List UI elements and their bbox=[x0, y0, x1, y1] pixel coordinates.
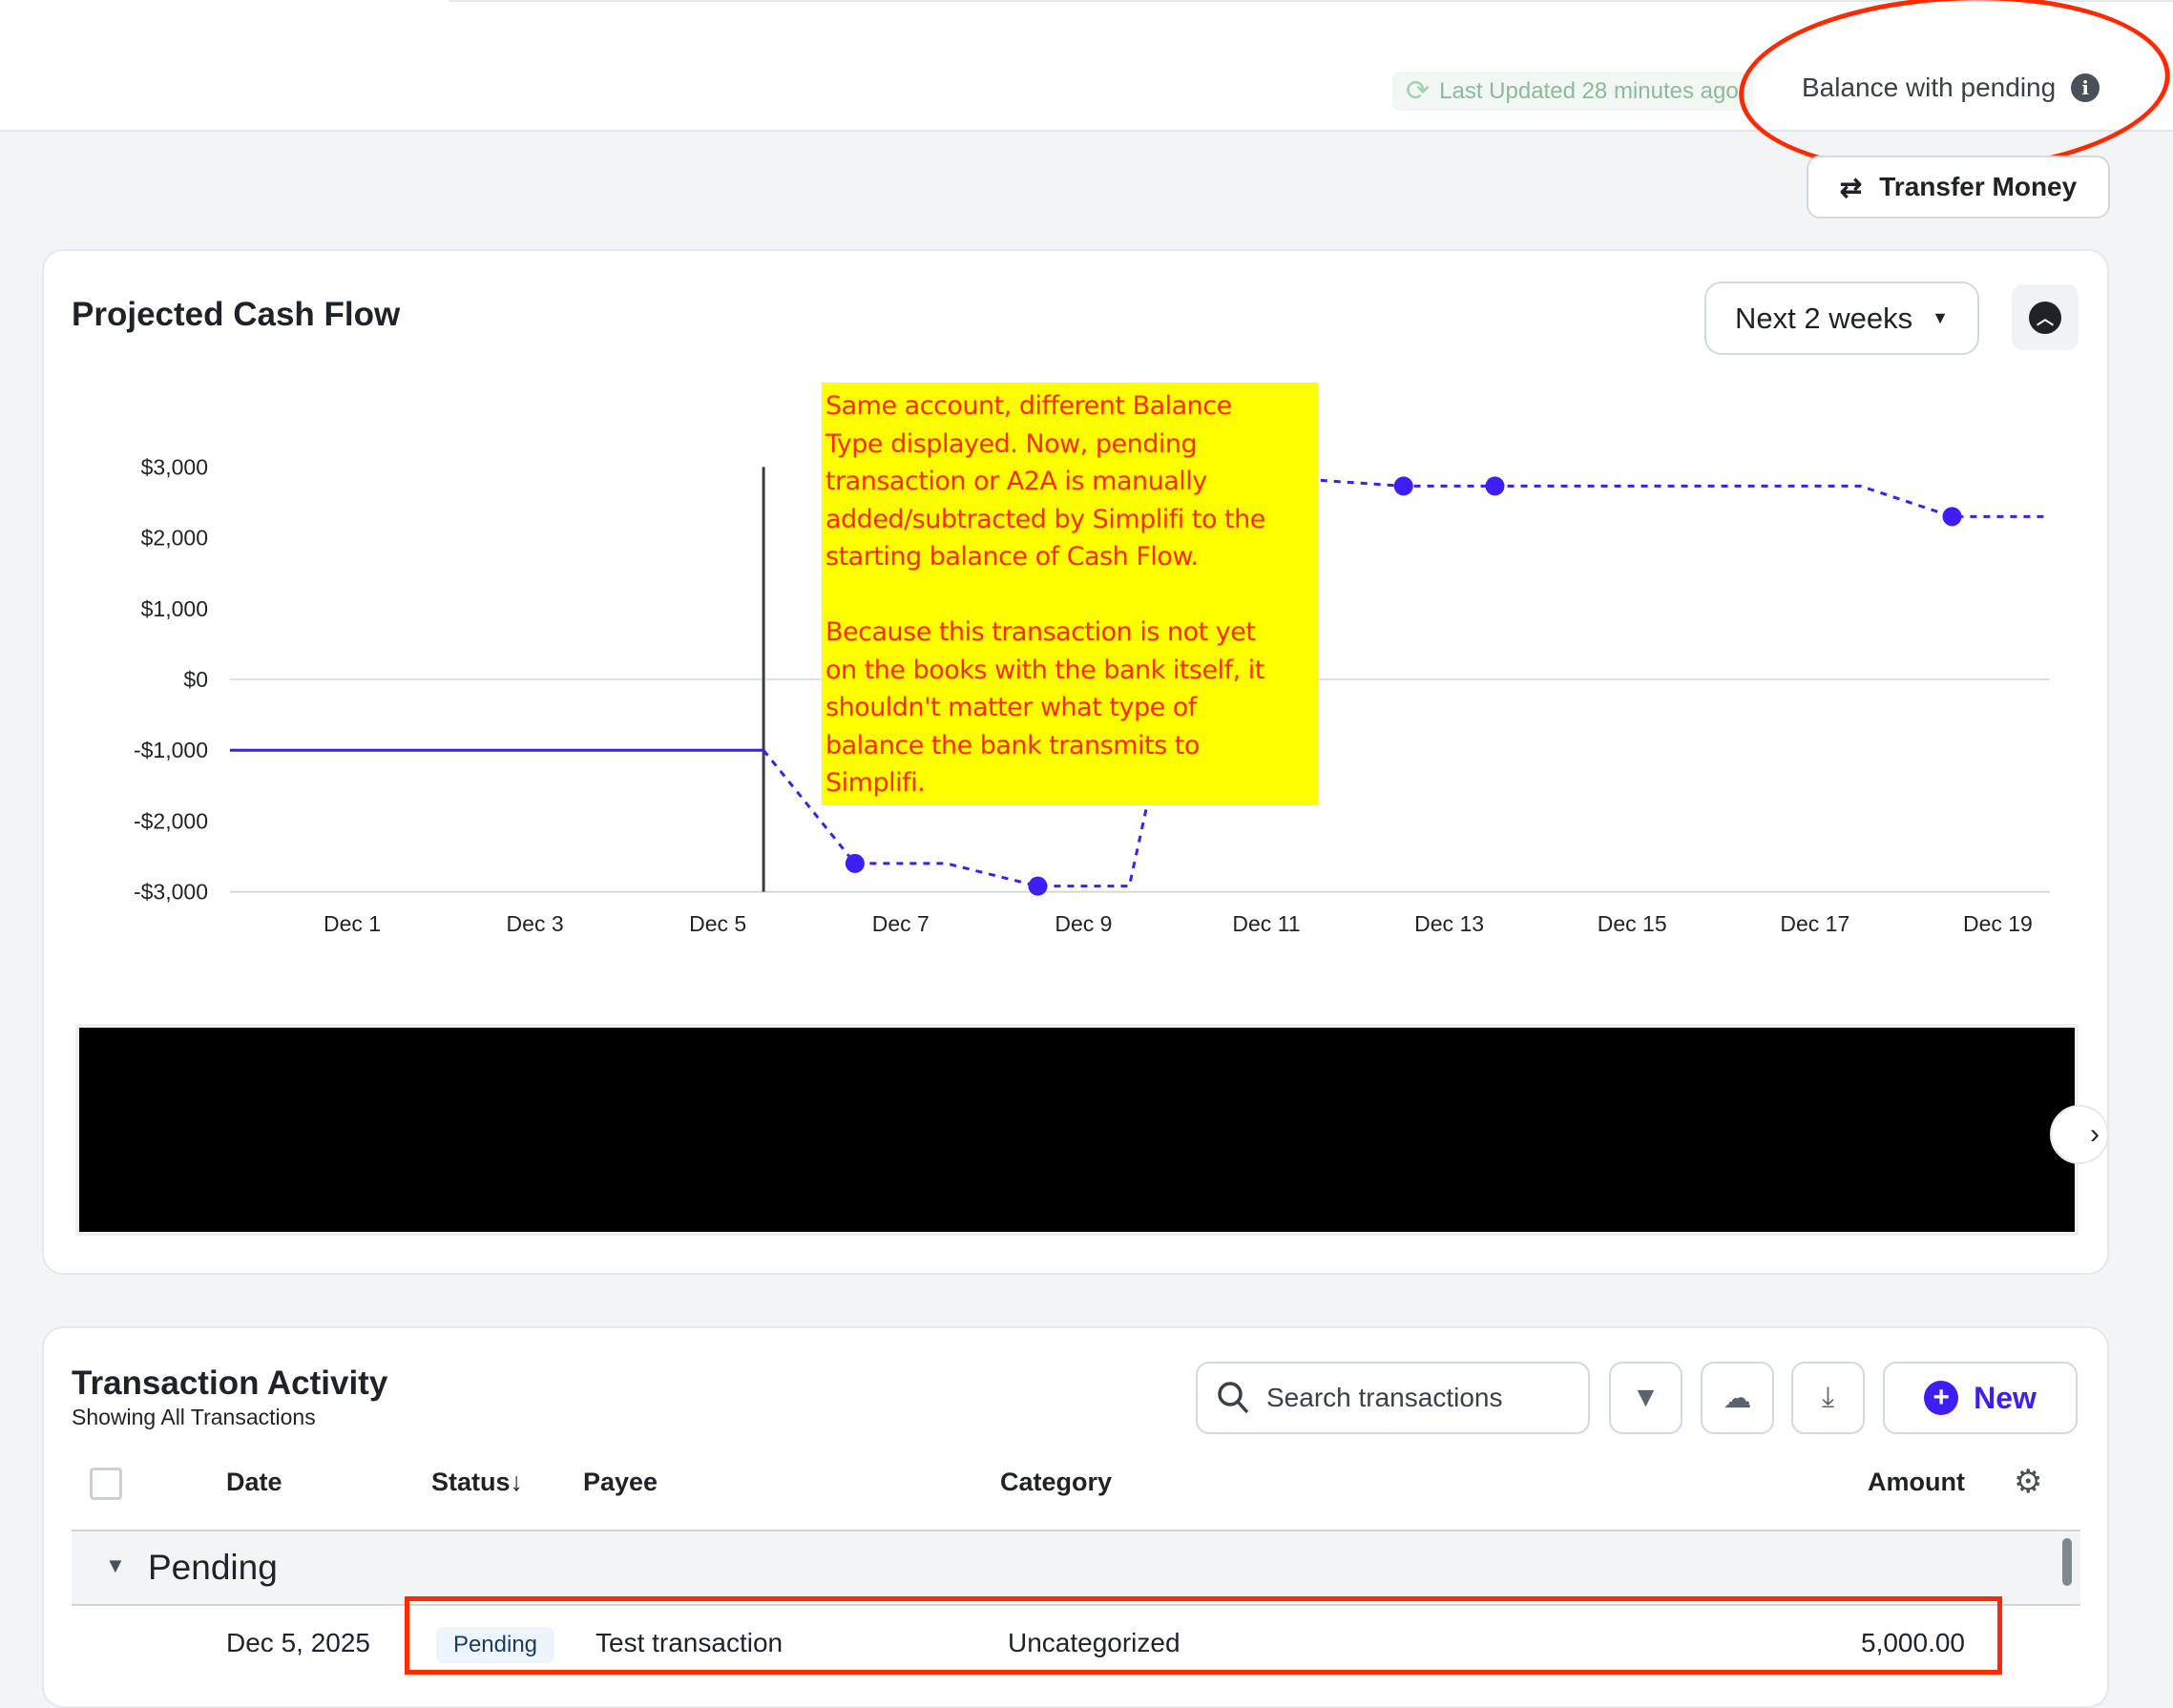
x-tick-label: Dec 13 bbox=[1414, 911, 1484, 936]
x-tick-label: Dec 1 bbox=[324, 911, 381, 936]
gear-icon[interactable]: ⚙ bbox=[2014, 1464, 2043, 1500]
upload-button[interactable]: ☁ bbox=[1701, 1362, 1774, 1434]
y-tick-label: $2,000 bbox=[141, 526, 208, 551]
new-label: New bbox=[1974, 1380, 2037, 1415]
column-status[interactable]: Status↓ bbox=[431, 1468, 523, 1497]
annotation-line: Same account, different Balance bbox=[825, 391, 1232, 421]
x-tick-label: Dec 9 bbox=[1055, 911, 1112, 936]
cloud-upload-icon: ☁ bbox=[1723, 1382, 1752, 1414]
y-tick-label: -$1,000 bbox=[134, 738, 208, 762]
projected-point bbox=[1485, 476, 1505, 496]
search-input[interactable]: Search transactions bbox=[1196, 1362, 1590, 1434]
row-amount[interactable]: 5,000.00 bbox=[1861, 1628, 1965, 1657]
y-tick-label: -$2,000 bbox=[134, 808, 208, 833]
range-dropdown-label: Next 2 weeks bbox=[1735, 301, 1913, 335]
y-tick-label: $0 bbox=[183, 667, 208, 692]
annotation-line: shouldn't matter what type of bbox=[825, 693, 1197, 722]
divider bbox=[449, 0, 2173, 2]
caret-down-icon: ▼ bbox=[1932, 308, 1949, 327]
transactions-subtitle: Showing All Transactions bbox=[72, 1405, 316, 1429]
filter-button[interactable]: ▼ bbox=[1609, 1362, 1682, 1434]
projected-point bbox=[1028, 876, 1048, 896]
x-tick-label: Dec 11 bbox=[1232, 911, 1300, 936]
scrollbar-thumb[interactable] bbox=[2062, 1538, 2072, 1586]
annotation-line: added/subtracted by Simplifi to the bbox=[825, 504, 1265, 534]
group-row-pending[interactable] bbox=[72, 1530, 2080, 1606]
new-transaction-button[interactable]: + New bbox=[1883, 1362, 2078, 1434]
annotation-line: Type displayed. Now, pending bbox=[825, 428, 1198, 459]
search-placeholder: Search transactions bbox=[1266, 1383, 1503, 1412]
y-tick-label: $3,000 bbox=[141, 454, 208, 479]
row-category[interactable]: Uncategorized bbox=[1008, 1628, 1181, 1657]
last-updated-status[interactable]: ⟳ Last Updated 28 minutes ago bbox=[1392, 72, 1753, 111]
download-button[interactable]: ⤓ bbox=[1791, 1362, 1865, 1434]
transfer-money-button[interactable]: ⇄ Transfer Money bbox=[1807, 156, 2110, 219]
plus-icon: + bbox=[1924, 1381, 1959, 1415]
x-tick-label: Dec 3 bbox=[507, 911, 564, 936]
group-label: Pending bbox=[148, 1548, 278, 1587]
y-tick-label: -$3,000 bbox=[134, 880, 208, 905]
sort-arrow-icon: ↓ bbox=[510, 1468, 524, 1496]
column-status-label: Status bbox=[431, 1468, 511, 1496]
balance-type: Balance with pending i bbox=[1802, 73, 2100, 103]
cash-flow-title: Projected Cash Flow bbox=[72, 296, 401, 333]
annotation-line: Because this transaction is not yet bbox=[825, 617, 1256, 647]
x-tick-label: Dec 19 bbox=[1963, 911, 2033, 936]
transfer-money-label: Transfer Money bbox=[1879, 172, 2078, 201]
column-category[interactable]: Category bbox=[1000, 1468, 1113, 1496]
info-icon[interactable]: i bbox=[2071, 73, 2100, 102]
y-tick-label: $1,000 bbox=[141, 596, 208, 621]
balance-type-label: Balance with pending bbox=[1802, 73, 2057, 102]
column-amount[interactable]: Amount bbox=[1868, 1468, 1965, 1496]
refresh-icon[interactable]: ⟳ bbox=[1406, 75, 1431, 107]
column-date[interactable]: Date bbox=[226, 1468, 282, 1496]
cash-flow-chart: $3,000 $2,000 $1,000 $0 -$1,000 -$2,000 -$3,00… bbox=[134, 454, 2050, 936]
x-tick-label: Dec 5 bbox=[689, 911, 746, 936]
select-all-checkbox[interactable] bbox=[90, 1468, 122, 1500]
range-dropdown[interactable]: Next 2 weeks ▼ bbox=[1704, 281, 1979, 355]
x-tick-label: Dec 17 bbox=[1780, 911, 1849, 936]
row-date: Dec 5, 2025 bbox=[226, 1628, 370, 1657]
last-updated-text: Last Updated 28 minutes ago bbox=[1439, 77, 1739, 104]
collapse-button[interactable]: ︿ bbox=[2012, 284, 2079, 350]
x-tick-label: Dec 7 bbox=[872, 911, 930, 936]
annotation-line: on the books with the bank itself, it bbox=[825, 655, 1264, 685]
annotation-rectangle bbox=[405, 1596, 2002, 1675]
x-tick-label: Dec 15 bbox=[1598, 911, 1667, 936]
filter-icon: ▼ bbox=[1631, 1382, 1661, 1413]
redacted-region bbox=[75, 1024, 2079, 1236]
annotation-note: Same account, different Balance Type disp… bbox=[822, 383, 1318, 805]
projected-point bbox=[1942, 507, 1962, 527]
search-icon bbox=[1218, 1382, 1249, 1414]
annotation-line bbox=[825, 576, 1314, 614]
projected-point bbox=[845, 853, 865, 873]
projected-point bbox=[1393, 476, 1413, 496]
top-header bbox=[0, 0, 2173, 132]
annotation-line: Simplifi. bbox=[825, 768, 926, 798]
transfer-icon: ⇄ bbox=[1839, 172, 1863, 202]
download-icon: ⤓ bbox=[1821, 1382, 1835, 1413]
transactions-title: Transaction Activity bbox=[72, 1364, 388, 1402]
annotation-line: balance the bank transmits to bbox=[825, 730, 1200, 760]
column-payee[interactable]: Payee bbox=[583, 1468, 658, 1496]
annotation-line: transaction or A2A is manually bbox=[825, 467, 1207, 496]
status-badge: Pending bbox=[436, 1627, 554, 1663]
chevron-up-icon: ︿ bbox=[2029, 301, 2061, 334]
caret-down-icon[interactable]: ▼ bbox=[105, 1553, 126, 1577]
annotation-line: starting balance of Cash Flow. bbox=[825, 542, 1199, 572]
chevron-right-icon[interactable]: › bbox=[2050, 1105, 2109, 1164]
row-payee[interactable]: Test transaction bbox=[595, 1628, 784, 1657]
